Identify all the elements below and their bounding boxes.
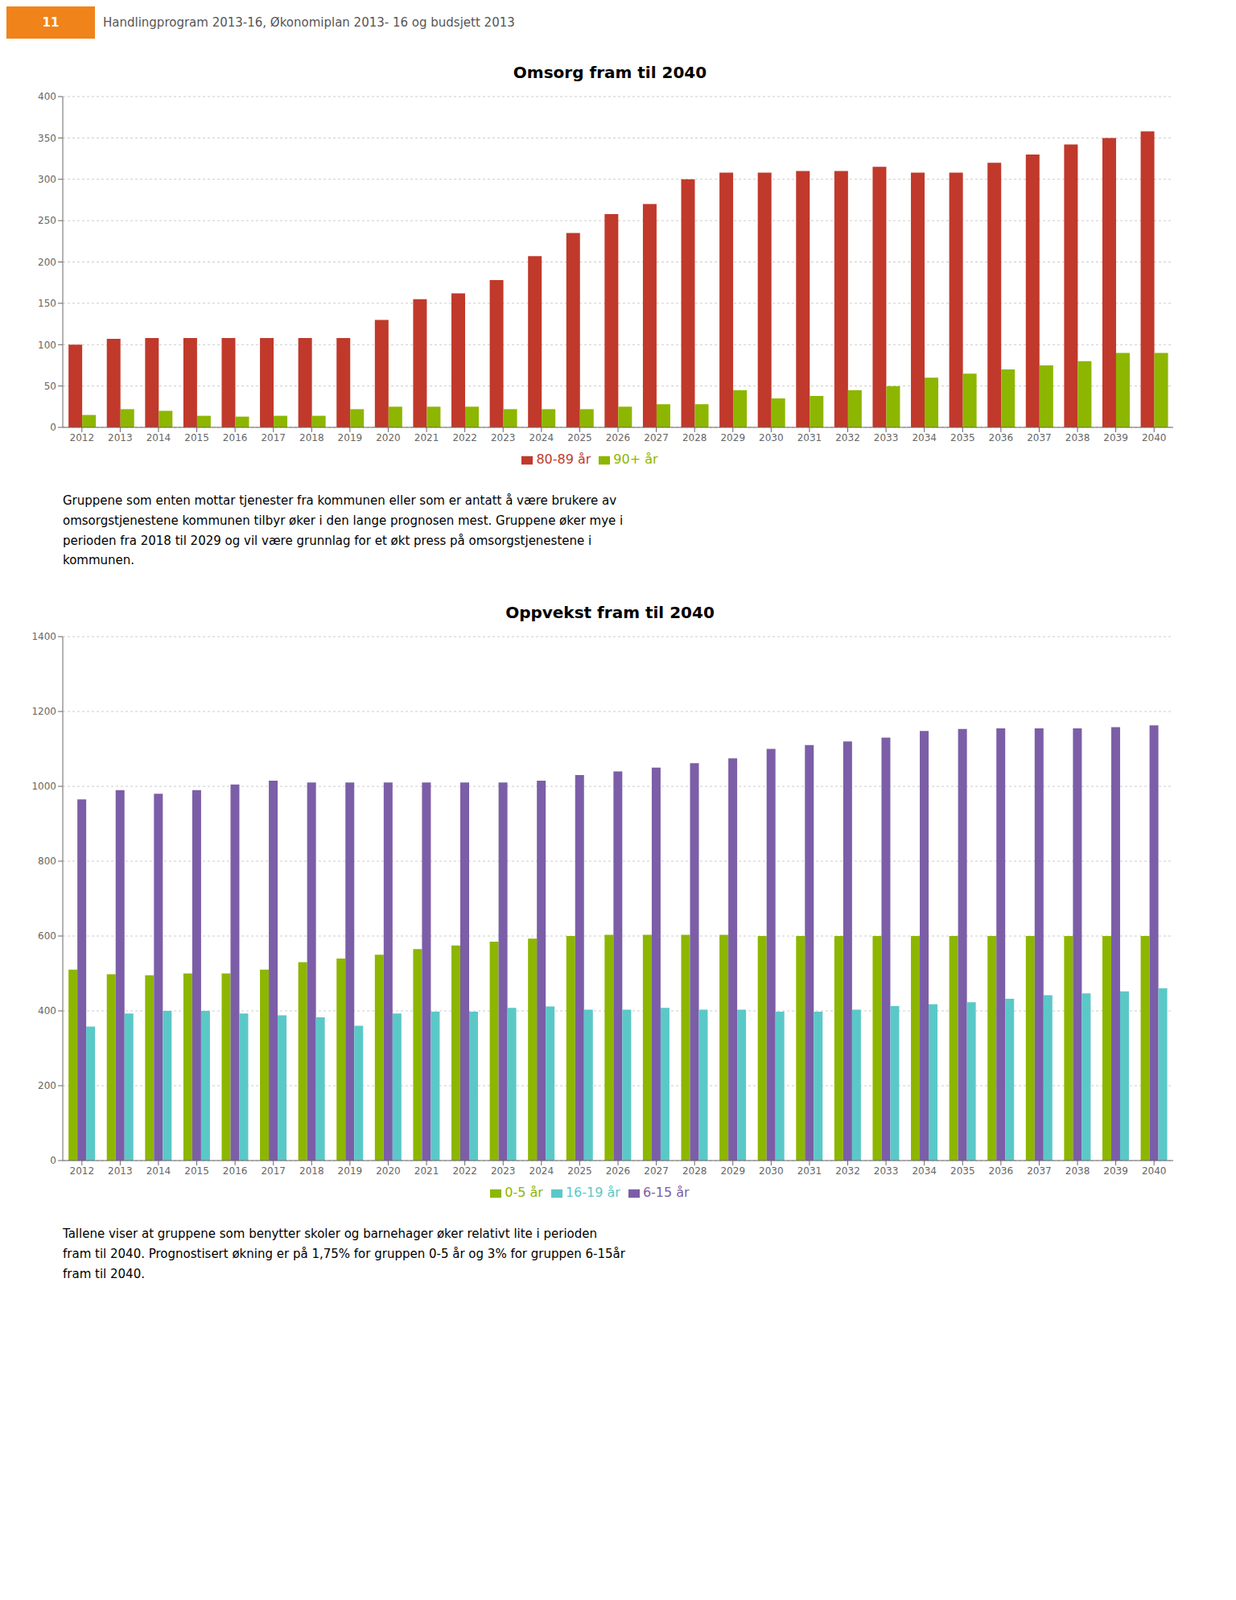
svg-text:350: 350 bbox=[37, 132, 57, 145]
svg-text:2039: 2039 bbox=[1103, 1165, 1129, 1177]
svg-text:2014: 2014 bbox=[146, 1165, 172, 1177]
svg-text:600: 600 bbox=[37, 930, 57, 942]
svg-text:400: 400 bbox=[37, 1005, 57, 1017]
svg-text:2040: 2040 bbox=[1141, 432, 1167, 444]
svg-text:2020: 2020 bbox=[375, 432, 401, 444]
svg-text:2033: 2033 bbox=[873, 1165, 899, 1177]
svg-text:2017: 2017 bbox=[260, 432, 286, 444]
svg-text:2024: 2024 bbox=[529, 432, 555, 444]
svg-text:300: 300 bbox=[37, 173, 57, 186]
svg-text:2034: 2034 bbox=[911, 1165, 937, 1177]
html-text:Gruppene som enten mottar tjen: Gruppene som enten mottar tjenester fra … bbox=[62, 493, 624, 568]
svg-text:800: 800 bbox=[37, 855, 57, 867]
html-text:90+ år: 90+ år bbox=[613, 451, 658, 467]
svg-text:2014: 2014 bbox=[146, 432, 172, 444]
svg-text:2012: 2012 bbox=[70, 432, 95, 444]
svg-text:50: 50 bbox=[44, 380, 57, 392]
svg-text:1200: 1200 bbox=[31, 705, 57, 717]
svg-text:2034: 2034 bbox=[911, 432, 937, 444]
svg-text:2015: 2015 bbox=[184, 1165, 210, 1177]
svg-text:2035: 2035 bbox=[950, 432, 976, 444]
svg-text:2038: 2038 bbox=[1065, 432, 1091, 444]
svg-text:2035: 2035 bbox=[950, 1165, 976, 1177]
svg-text:2039: 2039 bbox=[1103, 432, 1129, 444]
svg-text:2036: 2036 bbox=[988, 432, 1014, 444]
svg-text:2025: 2025 bbox=[567, 432, 593, 444]
svg-text:1000: 1000 bbox=[31, 780, 57, 792]
svg-text:2018: 2018 bbox=[299, 1165, 325, 1177]
svg-text:2028: 2028 bbox=[682, 1165, 708, 1177]
svg-text:2028: 2028 bbox=[682, 432, 708, 444]
svg-text:2022: 2022 bbox=[452, 1165, 478, 1177]
svg-text:2031: 2031 bbox=[797, 1165, 823, 1177]
svg-text:2038: 2038 bbox=[1065, 1165, 1091, 1177]
svg-text:2024: 2024 bbox=[529, 1165, 555, 1177]
svg-text:2029: 2029 bbox=[720, 1165, 746, 1177]
svg-text:2015: 2015 bbox=[184, 432, 210, 444]
svg-text:2016: 2016 bbox=[222, 432, 248, 444]
svg-text:2021: 2021 bbox=[414, 1165, 440, 1177]
svg-text:2019: 2019 bbox=[337, 432, 363, 444]
html-text:80-89 år: 80-89 år bbox=[536, 451, 591, 467]
svg-text:0: 0 bbox=[49, 1154, 57, 1166]
svg-text:2013: 2013 bbox=[107, 432, 133, 444]
svg-text:2013: 2013 bbox=[107, 1165, 133, 1177]
svg-text:2033: 2033 bbox=[873, 432, 899, 444]
svg-text:2016: 2016 bbox=[222, 1165, 248, 1177]
svg-text:2021: 2021 bbox=[414, 432, 440, 444]
svg-text:250: 250 bbox=[37, 214, 57, 227]
svg-text:1400: 1400 bbox=[31, 630, 57, 643]
svg-text:2037: 2037 bbox=[1026, 1165, 1052, 1177]
svg-text:2026: 2026 bbox=[605, 432, 631, 444]
html-text:6-15 år: 6-15 år bbox=[642, 1184, 690, 1200]
svg-text:2030: 2030 bbox=[758, 432, 784, 444]
svg-text:100: 100 bbox=[37, 339, 57, 351]
html-text:0-5 år: 0-5 år bbox=[504, 1184, 544, 1200]
svg-text:0: 0 bbox=[49, 421, 57, 433]
svg-text:200: 200 bbox=[37, 1079, 57, 1092]
html-text:Tallene viser at gruppene som: Tallene viser at gruppene som benytter s… bbox=[62, 1226, 626, 1281]
svg-text:2029: 2029 bbox=[720, 432, 746, 444]
html-text:Handlingprogram 2013-16, Økono: Handlingprogram 2013-16, Økonomiplan 201… bbox=[103, 15, 515, 30]
svg-text:400: 400 bbox=[37, 90, 57, 103]
svg-text:2027: 2027 bbox=[643, 432, 669, 444]
svg-text:2027: 2027 bbox=[643, 1165, 669, 1177]
svg-text:2032: 2032 bbox=[835, 432, 861, 444]
svg-text:2018: 2018 bbox=[299, 432, 325, 444]
svg-text:2022: 2022 bbox=[452, 432, 478, 444]
svg-text:2026: 2026 bbox=[605, 1165, 631, 1177]
svg-text:2012: 2012 bbox=[70, 1165, 95, 1177]
svg-text:2031: 2031 bbox=[797, 432, 823, 444]
html-text:16-19 år: 16-19 år bbox=[565, 1184, 621, 1200]
svg-text:200: 200 bbox=[37, 256, 57, 268]
svg-text:150: 150 bbox=[37, 297, 57, 309]
svg-text:2023: 2023 bbox=[490, 1165, 516, 1177]
svg-text:2032: 2032 bbox=[835, 1165, 861, 1177]
svg-text:2023: 2023 bbox=[490, 432, 516, 444]
svg-text:2030: 2030 bbox=[758, 1165, 784, 1177]
svg-text:2017: 2017 bbox=[260, 1165, 286, 1177]
svg-text:2040: 2040 bbox=[1141, 1165, 1167, 1177]
svg-text:2037: 2037 bbox=[1026, 432, 1052, 444]
html-text:11: 11 bbox=[42, 15, 60, 30]
svg-text:2020: 2020 bbox=[375, 1165, 401, 1177]
svg-text:2025: 2025 bbox=[567, 1165, 593, 1177]
svg-text:2036: 2036 bbox=[988, 1165, 1014, 1177]
html-text:Oppvekst fram til 2040: Oppvekst fram til 2040 bbox=[505, 602, 715, 623]
html-text:Omsorg fram til 2040: Omsorg fram til 2040 bbox=[513, 62, 707, 83]
svg-text:2019: 2019 bbox=[337, 1165, 363, 1177]
